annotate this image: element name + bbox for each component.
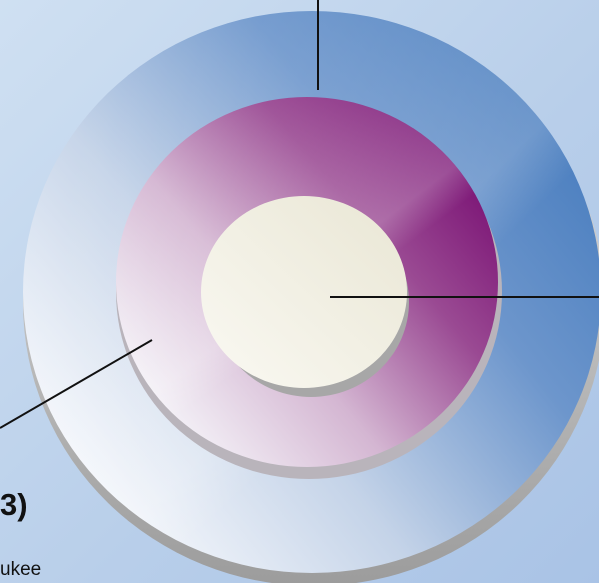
inner-disc — [201, 196, 407, 388]
label-small-fragment: ukee — [0, 559, 42, 580]
label-large-fragment: 3) — [0, 487, 28, 522]
leader-line-left — [0, 339, 153, 429]
